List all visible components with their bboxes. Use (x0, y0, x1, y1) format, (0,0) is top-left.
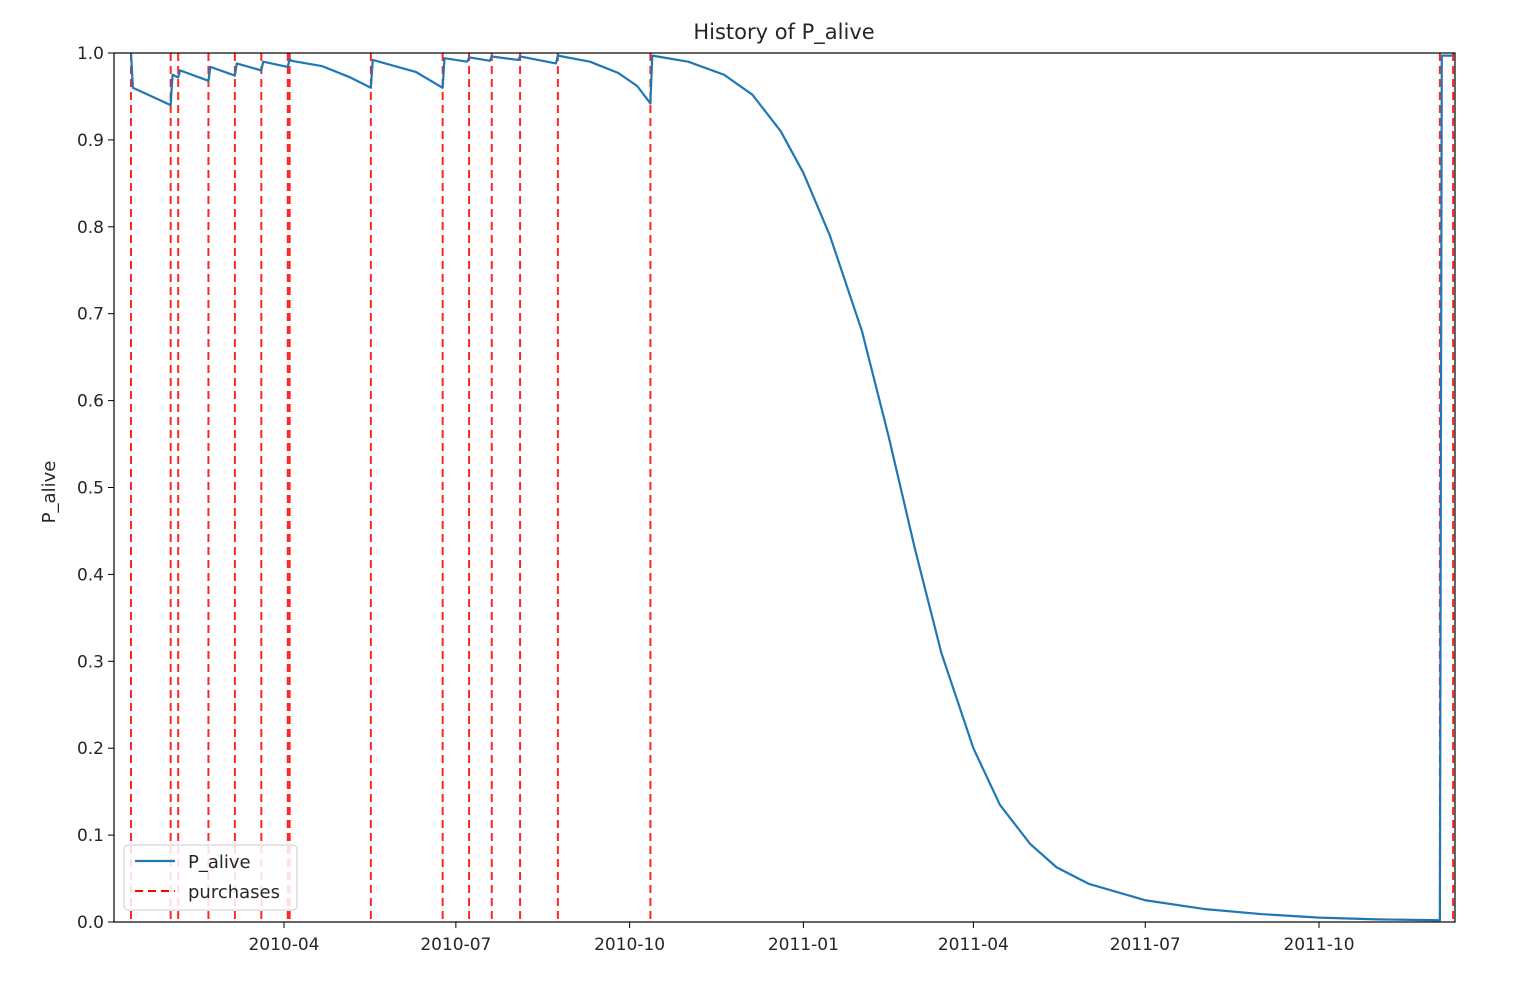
x-tick-label: 2011-10 (1283, 935, 1354, 955)
purchase-lines (129, 53, 1455, 922)
x-tick-label: 2010-04 (248, 935, 319, 955)
y-tick-label: 0.0 (77, 913, 104, 933)
y-tick-label: 0.7 (77, 305, 104, 325)
y-axis-label: P_alive (39, 461, 60, 524)
x-tick-label: 2011-01 (768, 935, 839, 955)
x-tick-label: 2010-07 (420, 935, 491, 955)
y-tick-label: 0.9 (77, 131, 104, 151)
x-tick-label: 2011-07 (1110, 935, 1181, 955)
legend-label-p-alive: P_alive (188, 852, 251, 873)
y-tick-label: 0.6 (77, 392, 104, 412)
p-alive-line (129, 52, 1454, 922)
plot-frame (113, 52, 1456, 923)
y-tick-label: 0.3 (77, 652, 104, 672)
legend: P_alive purchases (123, 844, 298, 911)
legend-label-purchases: purchases (188, 882, 280, 903)
x-tick-label: 2011-04 (938, 935, 1009, 955)
y-tick-label: 0.5 (77, 479, 104, 499)
x-axis: 2010-04 2010-07 2010-10 2011-01 2011-04 2011-… (248, 922, 1355, 955)
y-tick-label: 1.0 (77, 44, 104, 64)
y-tick-label: 0.1 (77, 826, 104, 846)
chart-title: History of P_alive (693, 20, 874, 45)
y-tick-label: 0.8 (77, 218, 104, 238)
y-tick-label: 0.2 (77, 739, 104, 759)
p-alive-series (129, 52, 1454, 922)
y-axis: 0.0 0.1 0.2 0.3 0.4 0.5 0.6 0.7 0.8 0.9 1.0 (77, 44, 114, 933)
y-tick-label: 0.4 (77, 565, 104, 585)
x-tick-label: 2010-10 (594, 935, 665, 955)
